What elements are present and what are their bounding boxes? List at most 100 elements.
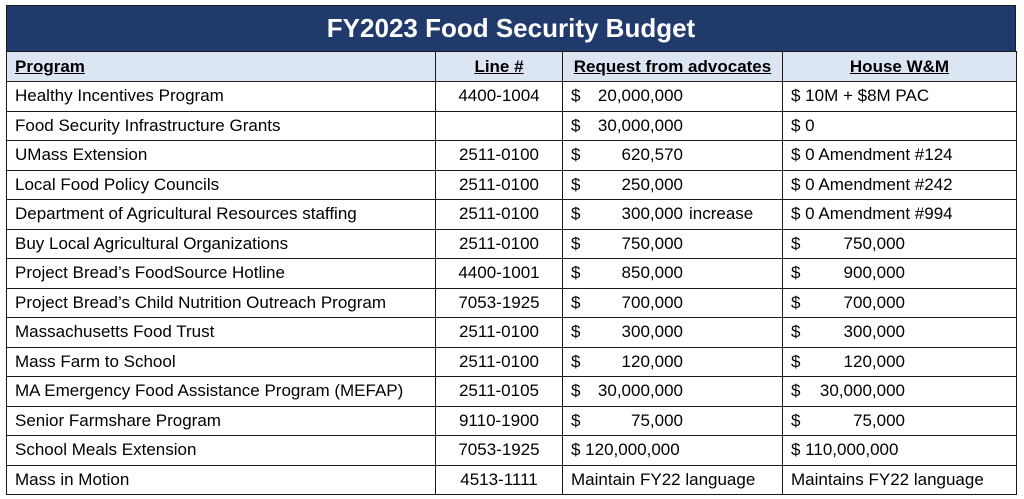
request-cell: $700,000	[562, 287, 783, 318]
currency-symbol: $	[571, 233, 581, 253]
request-text: $ 120,000,000	[571, 440, 680, 460]
program-cell: Department of Agricultural Resources sta…	[6, 199, 436, 230]
house-cell: $ 10M + $8M PAC	[782, 81, 1017, 112]
header-row: Program Line # Request from advocates Ho…	[6, 51, 1017, 82]
program-cell: School Meals Extension	[6, 435, 436, 466]
amount: 30,000,000	[819, 381, 905, 401]
currency-symbol: $	[571, 145, 581, 165]
house-cell: $ 110,000,000	[782, 435, 1017, 466]
line-number-cell: 2511-0100	[435, 317, 563, 348]
table-row: Project Bread’s Child Nutrition Outreach…	[6, 287, 1017, 318]
line-number-cell: 9110-1900	[435, 405, 563, 436]
program-cell: MA Emergency Food Assistance Program (ME…	[6, 376, 436, 407]
amount: 750,000	[621, 233, 683, 253]
amount: 850,000	[621, 263, 683, 283]
currency-symbol: $	[571, 410, 581, 430]
currency-symbol: $	[791, 381, 801, 401]
request-cell: $300,000 increase	[562, 199, 783, 230]
request-cell: Maintain FY22 language	[562, 464, 783, 495]
currency-symbol: $	[791, 351, 801, 371]
header-program: Program	[6, 51, 436, 82]
program-cell: Buy Local Agricultural Organizations	[6, 228, 436, 259]
line-number-cell: 4513-1111	[435, 464, 563, 495]
budget-table: Program Line # Request from advocates Ho…	[6, 51, 1017, 495]
program-cell: Mass Farm to School	[6, 346, 436, 377]
house-cell: $120,000	[782, 346, 1017, 377]
line-number-cell: 2511-0105	[435, 376, 563, 407]
amount: 700,000	[621, 292, 683, 312]
money-value: $20,000,000	[571, 86, 774, 106]
program-cell: Massachusetts Food Trust	[6, 317, 436, 348]
table-row: Mass Farm to School 2511-0100 $120,000 $120…	[6, 346, 1017, 377]
request-cell: $850,000	[562, 258, 783, 289]
currency-symbol: $	[791, 292, 801, 312]
table-row: Project Bread’s FoodSource Hotline 4400-1…	[6, 258, 1017, 289]
request-cell: $ 120,000,000	[562, 435, 783, 466]
line-number-cell: 2511-0100	[435, 228, 563, 259]
program-cell: UMass Extension	[6, 140, 436, 171]
table-row: Buy Local Agricultural Organizations 2511…	[6, 228, 1017, 259]
money-value: $300,000	[571, 322, 774, 342]
amount: 75,000	[631, 410, 683, 430]
table-row: Mass in Motion 4513-1111 Maintain FY22 lan…	[6, 464, 1017, 495]
amount: 30,000,000	[597, 381, 683, 401]
line-number-cell: 4400-1001	[435, 258, 563, 289]
house-cell: $30,000,000	[782, 376, 1017, 407]
house-text: $ 10M + $8M PAC	[791, 86, 930, 106]
house-cell: $ 0 Amendment #124	[782, 140, 1017, 171]
request-cell: $250,000	[562, 169, 783, 200]
table-row: MA Emergency Food Assistance Program (ME…	[6, 376, 1017, 407]
house-cell: $ 0 Amendment #242	[782, 169, 1017, 200]
table-row: Food Security Infrastructure Grants $30,0…	[6, 110, 1017, 141]
program-cell: Food Security Infrastructure Grants	[6, 110, 436, 141]
currency-symbol: $	[571, 263, 581, 283]
house-cell: $ 0 Amendment #994	[782, 199, 1017, 230]
money-value: $750,000	[791, 234, 1008, 254]
currency-symbol: $	[571, 381, 581, 401]
house-text: $ 110,000,000	[791, 440, 899, 460]
house-text: $ 0 Amendment #242	[791, 174, 953, 194]
house-cell: Maintains FY22 language	[782, 464, 1017, 495]
amount: 120,000	[621, 351, 683, 371]
request-cell: $120,000	[562, 346, 783, 377]
table-row: Local Food Policy Councils 2511-0100 $250,…	[6, 169, 1017, 200]
money-value: $850,000	[571, 263, 774, 283]
budget-table-container: FY2023 Food Security Budget Program Line…	[6, 5, 1017, 495]
amount-note: increase	[689, 204, 754, 224]
amount: 250,000	[621, 174, 683, 194]
request-cell: $30,000,000	[562, 110, 783, 141]
table-row: UMass Extension 2511-0100 $620,570 $ 0 Amen…	[6, 140, 1017, 171]
money-value: $30,000,000	[571, 116, 774, 136]
currency-symbol: $	[791, 410, 801, 430]
amount: 20,000,000	[597, 86, 683, 106]
request-cell: $20,000,000	[562, 81, 783, 112]
request-cell: $750,000	[562, 228, 783, 259]
money-value: $300,000	[791, 322, 1008, 342]
request-cell: $300,000	[562, 317, 783, 348]
amount: 75,000	[853, 410, 905, 430]
money-value: $75,000	[571, 411, 774, 431]
house-text: $ 0	[791, 115, 815, 135]
line-number-cell: 7053-1925	[435, 287, 563, 318]
amount: 700,000	[843, 292, 905, 312]
currency-symbol: $	[571, 322, 581, 342]
money-value: $900,000	[791, 263, 1008, 283]
currency-symbol: $	[571, 204, 581, 224]
program-cell: Mass in Motion	[6, 464, 436, 495]
money-value: $250,000	[571, 175, 774, 195]
amount: 120,000	[843, 351, 905, 371]
money-value: $30,000,000	[571, 381, 774, 401]
currency-symbol: $	[571, 86, 581, 106]
money-value: $120,000	[791, 352, 1008, 372]
table-title: FY2023 Food Security Budget	[6, 5, 1016, 51]
request-cell: $620,570	[562, 140, 783, 171]
amount: 300,000	[621, 204, 683, 224]
table-row: Department of Agricultural Resources sta…	[6, 199, 1017, 230]
house-cell: $75,000	[782, 405, 1017, 436]
amount: 30,000,000	[597, 115, 683, 135]
header-line: Line #	[435, 51, 563, 82]
currency-symbol: $	[571, 351, 581, 371]
house-cell: $300,000	[782, 317, 1017, 348]
program-cell: Senior Farmshare Program	[6, 405, 436, 436]
header-house: House W&M	[782, 51, 1017, 82]
